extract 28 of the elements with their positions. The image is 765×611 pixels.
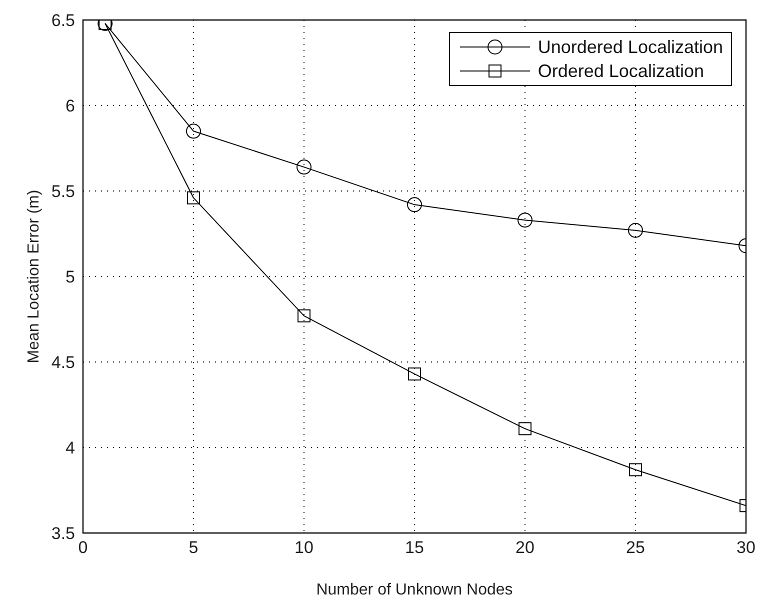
point bbox=[518, 212, 532, 228]
legend-label: Unordered Localization bbox=[538, 36, 723, 59]
x-tick-label: 30 bbox=[736, 538, 756, 558]
y-axis-title: Mean Location Error (m) bbox=[26, 190, 43, 364]
point bbox=[408, 367, 421, 380]
x-tick-label: 5 bbox=[188, 538, 198, 558]
y-tick-label: 5.5 bbox=[51, 182, 75, 202]
point bbox=[187, 191, 200, 204]
point bbox=[628, 222, 643, 238]
y-tick-label: 6.5 bbox=[51, 11, 75, 30]
x-axis-title: Number of Unknown Nodes bbox=[316, 581, 513, 598]
y-tick-label: 5 bbox=[66, 268, 75, 287]
x-tick-label: 0 bbox=[78, 538, 88, 558]
x-tick-label: 15 bbox=[405, 538, 424, 558]
y-tick-label: 6 bbox=[66, 96, 75, 116]
legend-label: Ordered Localization bbox=[538, 60, 704, 83]
x-tick-label: 20 bbox=[516, 538, 534, 558]
point bbox=[518, 422, 532, 436]
x-tick-label: 10 bbox=[294, 538, 314, 558]
y-tick-label: 4.5 bbox=[51, 353, 75, 372]
point bbox=[298, 309, 310, 322]
x-tick-label: 25 bbox=[626, 538, 645, 558]
point bbox=[296, 160, 312, 175]
y-tick-label: 4 bbox=[66, 438, 75, 458]
point bbox=[629, 463, 642, 476]
point bbox=[186, 124, 201, 139]
point bbox=[407, 197, 422, 212]
y-tick-label: 3.5 bbox=[51, 524, 75, 544]
